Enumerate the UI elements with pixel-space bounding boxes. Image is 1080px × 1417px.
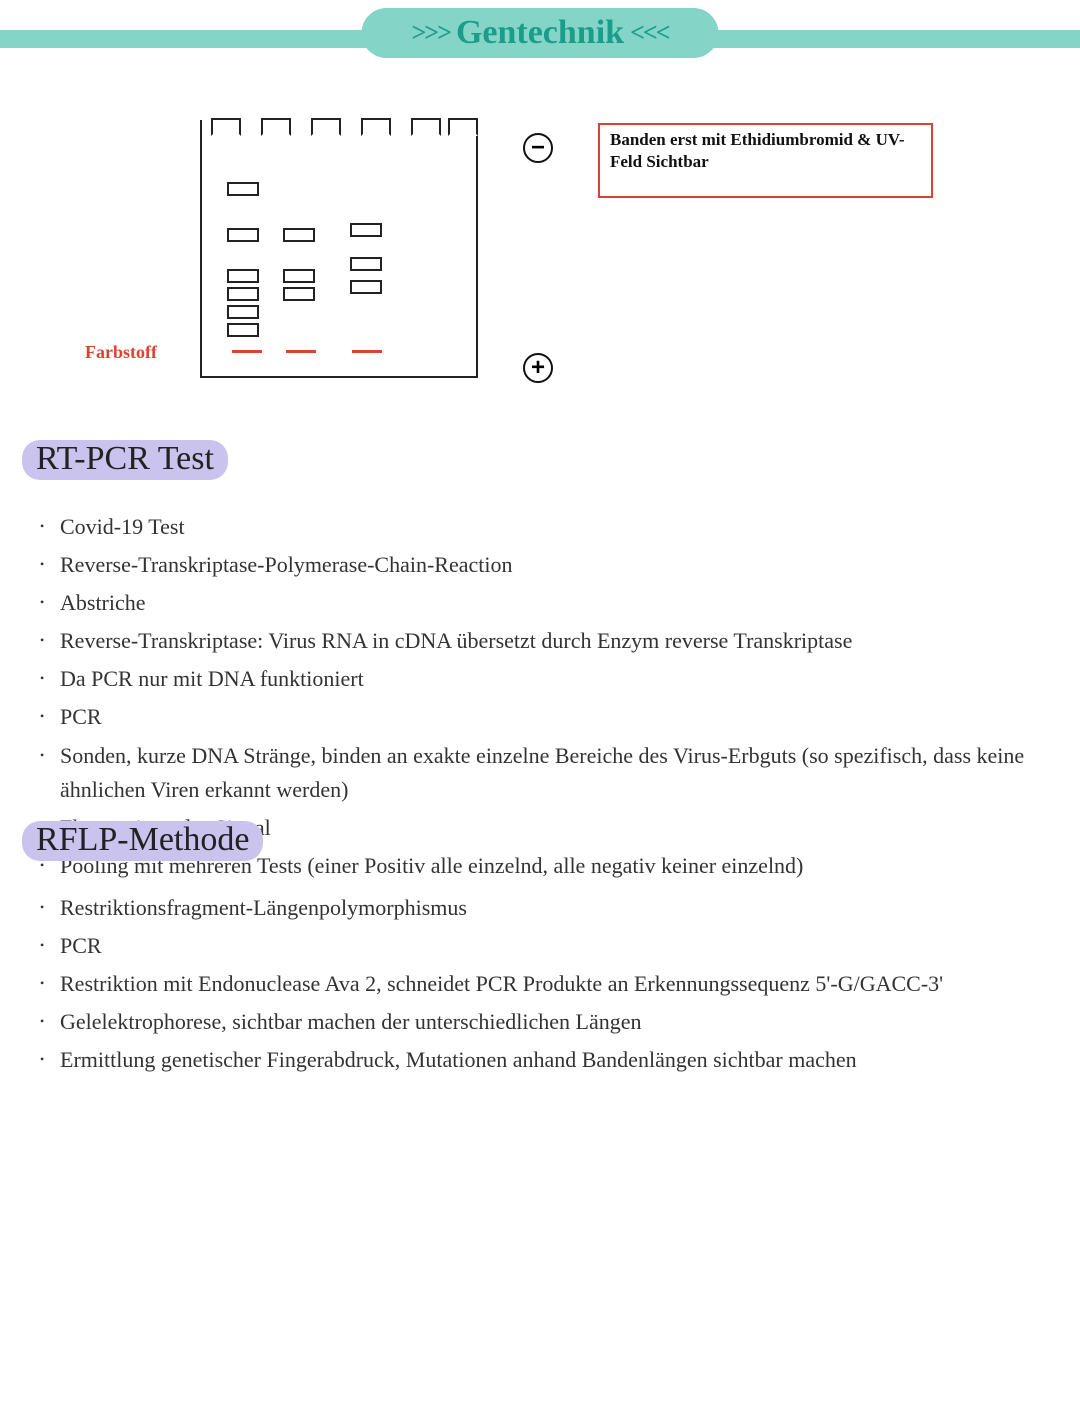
gel-band xyxy=(283,269,315,283)
gel-band xyxy=(350,280,382,294)
gel-well xyxy=(311,118,341,136)
gel-electrophoresis-diagram: Farbstoff − + Banden erst mit Ethidiumbr… xyxy=(0,115,1080,400)
dye-front-line xyxy=(352,350,382,353)
gel-well xyxy=(211,118,241,136)
list-item: Sonden, kurze DNA Stränge, binden an exa… xyxy=(40,739,1040,807)
section-heading-rtpcr: RT-PCR Test xyxy=(22,440,228,480)
section-rflp: RFLP-Methode Restriktionsfragment-Längen… xyxy=(0,821,1080,1081)
rflp-list: Restriktionsfragment-Längenpolymorphismu… xyxy=(40,891,1040,1077)
dye-front-line xyxy=(232,350,262,353)
list-item: Restriktion mit Endonuclease Ava 2, schn… xyxy=(40,967,1040,1001)
list-item: Restriktionsfragment-Längenpolymorphismu… xyxy=(40,891,1040,925)
gel-well xyxy=(448,118,478,136)
gel-band xyxy=(350,257,382,271)
note-text: Banden erst mit Ethidiumbromid & UV-Feld… xyxy=(610,130,905,171)
gel-band xyxy=(227,323,259,337)
header-pill: >>> Gentechnik <<< xyxy=(361,8,718,58)
section-heading-rflp: RFLP-Methode xyxy=(22,821,263,861)
gel-band xyxy=(227,305,259,319)
list-item: Da PCR nur mit DNA funktioniert xyxy=(40,662,1040,696)
list-item: Ermittlung genetischer Fingerabdruck, Mu… xyxy=(40,1043,1040,1077)
gel-well xyxy=(261,118,291,136)
gel-band xyxy=(283,228,315,242)
gel-band xyxy=(227,228,259,242)
list-item: Abstriche xyxy=(40,586,1040,620)
section-rt-pcr: RT-PCR Test Covid-19 Test Reverse-Transkr… xyxy=(0,440,1080,887)
dye-label: Farbstoff xyxy=(85,342,157,363)
electrode-minus: − xyxy=(523,133,553,163)
header-arrows-right: <<< xyxy=(630,18,668,48)
gel-band xyxy=(350,223,382,237)
list-item: Reverse-Transkriptase-Polymerase-Chain-R… xyxy=(40,548,1040,582)
page-title: Gentechnik xyxy=(456,14,624,52)
gel-band xyxy=(227,182,259,196)
gel-well xyxy=(411,118,441,136)
list-item: Covid-19 Test xyxy=(40,510,1040,544)
header-arrows-left: >>> xyxy=(411,18,449,48)
dye-front-line xyxy=(286,350,316,353)
electrode-plus: + xyxy=(523,353,553,383)
gel-well xyxy=(361,118,391,136)
list-item: PCR xyxy=(40,929,1040,963)
gel-band xyxy=(227,287,259,301)
list-item: Reverse-Transkriptase: Virus RNA in cDNA… xyxy=(40,624,1040,658)
gel-box xyxy=(200,120,478,378)
note-box: Banden erst mit Ethidiumbromid & UV-Feld… xyxy=(598,123,933,198)
list-item: PCR xyxy=(40,700,1040,734)
gel-band xyxy=(283,287,315,301)
gel-band xyxy=(227,269,259,283)
list-item: Gelelektrophorese, sichtbar machen der u… xyxy=(40,1005,1040,1039)
